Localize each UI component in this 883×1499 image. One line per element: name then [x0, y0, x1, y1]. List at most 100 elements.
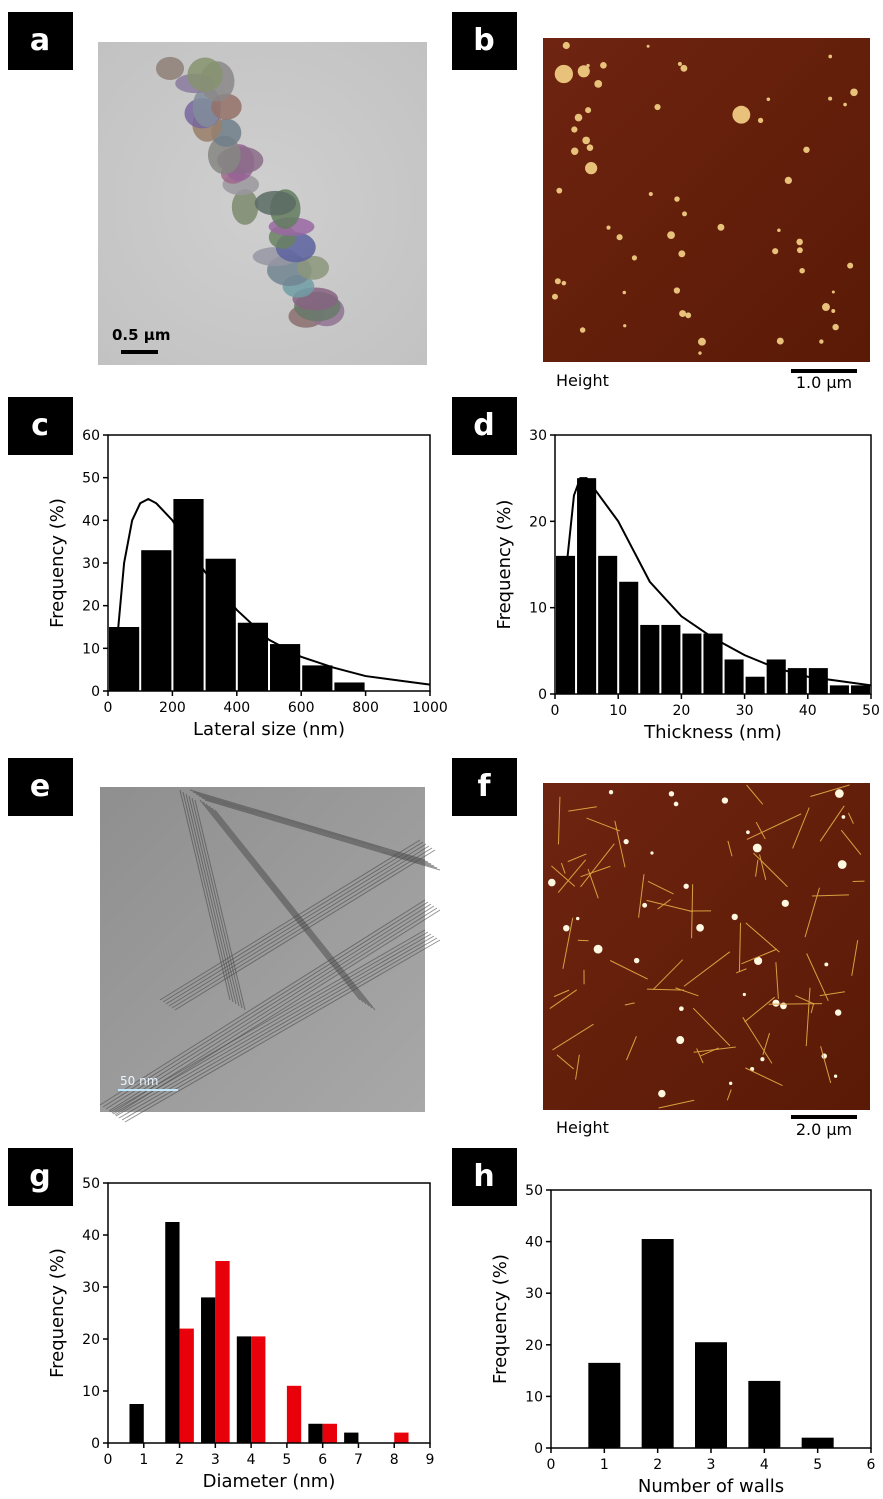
y-tick-label: 50: [82, 471, 100, 487]
panel-label: a: [30, 23, 50, 58]
panel-label: d: [473, 408, 494, 443]
flake: [617, 234, 623, 240]
panel-label: h: [473, 1159, 494, 1194]
y-tick-label: 20: [82, 599, 100, 615]
particle: [772, 1000, 779, 1007]
bar: [640, 625, 659, 694]
x-tick-label: 1: [139, 1452, 148, 1468]
x-axis-label: Diameter (nm): [203, 1471, 336, 1492]
bar: [165, 1222, 179, 1443]
x-tick-label: 6: [867, 1457, 876, 1473]
bar: [129, 1404, 143, 1443]
flake: [571, 126, 577, 132]
flake: [847, 263, 853, 269]
flake: [623, 324, 626, 327]
x-tick-label: 800: [352, 700, 379, 716]
particle: [679, 1006, 684, 1011]
particle: [187, 58, 222, 92]
flake: [623, 291, 627, 295]
particle: [576, 917, 579, 920]
particle: [753, 844, 762, 853]
flake: [679, 310, 686, 317]
particle: [676, 1036, 684, 1044]
bar: [598, 556, 617, 694]
bar: [830, 685, 849, 694]
particle: [743, 993, 746, 996]
particle: [658, 1090, 665, 1097]
afm-image: Height 2.0 µm: [543, 783, 870, 1139]
y-tick-label: 50: [525, 1183, 543, 1199]
bar: [746, 677, 765, 694]
flake: [682, 211, 687, 216]
y-tick-label: 30: [529, 428, 547, 444]
particle: [780, 1003, 787, 1010]
x-tick-label: 0: [104, 700, 113, 716]
particle: [835, 789, 844, 798]
y-tick-label: 30: [525, 1286, 543, 1302]
x-tick-label: 600: [288, 700, 315, 716]
y-tick-label: 20: [529, 514, 547, 530]
flake: [698, 351, 701, 354]
particle: [835, 1009, 841, 1015]
nanotube: [578, 940, 589, 941]
y-tick-label: 10: [82, 1384, 100, 1400]
bar: [577, 478, 596, 694]
particle: [782, 900, 789, 907]
flake: [717, 224, 724, 231]
bar: [287, 1386, 301, 1443]
x-axis-label: Lateral size (nm): [193, 719, 345, 740]
particle: [634, 958, 639, 963]
x-tick-label: 1000: [412, 700, 448, 716]
x-tick-label: 3: [707, 1457, 716, 1473]
panel-label: e: [30, 769, 50, 804]
x-tick-label: 0: [551, 703, 560, 719]
bar: [725, 659, 744, 694]
scale-label: 0.5 µm: [112, 326, 170, 344]
scale-label: 2.0 µm: [796, 1120, 852, 1139]
bar: [394, 1433, 408, 1443]
x-tick-label: 1: [600, 1457, 609, 1473]
flake: [797, 247, 803, 253]
particle: [548, 879, 556, 887]
flake: [571, 148, 578, 155]
flake: [632, 255, 637, 260]
particle: [696, 924, 704, 932]
bar: [695, 1342, 727, 1448]
particle: [729, 1082, 732, 1085]
x-tick-label: 10: [609, 703, 627, 719]
particle: [824, 962, 828, 966]
x-tick-label: 8: [390, 1452, 399, 1468]
bar: [661, 625, 680, 694]
bar: [682, 634, 701, 694]
panel-label: g: [29, 1159, 50, 1194]
particle: [156, 57, 184, 80]
flake: [654, 104, 660, 110]
x-tick-label: 2: [175, 1452, 184, 1468]
particle: [732, 914, 738, 920]
flake: [799, 268, 805, 274]
particle: [624, 839, 629, 844]
bar: [308, 1424, 322, 1443]
x-tick-label: 4: [760, 1457, 769, 1473]
x-tick-label: 0: [104, 1452, 113, 1468]
flake: [674, 196, 679, 201]
channel-label: Height: [556, 371, 609, 390]
y-tick-label: 10: [525, 1389, 543, 1405]
flake: [556, 188, 562, 194]
flake: [767, 98, 771, 102]
x-tick-label: 30: [736, 703, 754, 719]
x-tick-label: 20: [672, 703, 690, 719]
flake: [832, 290, 835, 293]
image-background: [543, 783, 870, 1110]
particle: [669, 791, 674, 796]
y-axis-label: Frequency (%): [47, 498, 68, 628]
flake: [803, 147, 809, 153]
x-axis-label: Thickness (nm): [643, 722, 782, 743]
flake: [600, 62, 607, 69]
particle: [722, 797, 728, 803]
scale-label: 50 nm: [120, 1074, 158, 1088]
bar: [323, 1424, 337, 1443]
x-tick-label: 2: [653, 1457, 662, 1473]
